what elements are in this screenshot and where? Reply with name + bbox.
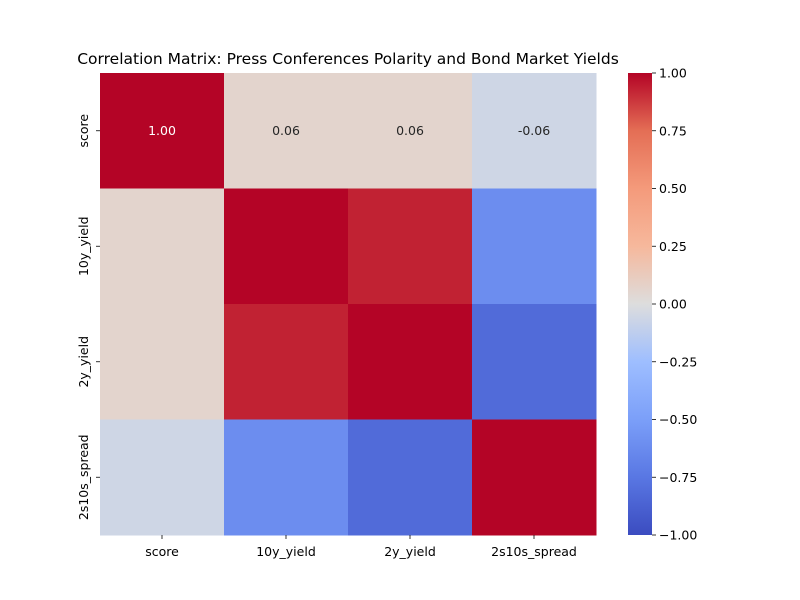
colorbar <box>628 73 652 535</box>
x-tick-label: 10y_yield <box>256 544 316 559</box>
heatmap-cell <box>348 188 473 305</box>
x-tick-label: score <box>145 544 179 559</box>
cell-annotation: 1.00 <box>148 123 176 138</box>
x-axis-ticks: score 10y_yield 2y_yield 2s10s_spread <box>145 535 577 559</box>
heatmap-cell <box>224 188 349 305</box>
colorbar-tick-label: 0.25 <box>659 239 687 254</box>
heatmap-cell <box>472 188 597 305</box>
colorbar-gradient <box>628 73 652 535</box>
y-tick-label: score <box>76 114 91 148</box>
cell-annotation: -0.06 <box>518 123 550 138</box>
x-tick-label: 2s10s_spread <box>491 544 577 559</box>
heatmap-cell <box>472 419 597 536</box>
heatmap-cell <box>224 419 349 536</box>
heatmap-cell <box>224 304 349 420</box>
heatmap-cell <box>100 73 225 189</box>
chart-title: Correlation Matrix: Press Conferences Po… <box>77 50 619 68</box>
y-tick-label: 10y_yield <box>76 216 91 276</box>
heatmap-cell <box>348 304 473 420</box>
heatmap-cell <box>224 73 349 189</box>
colorbar-tick-label: 0.00 <box>659 297 687 312</box>
colorbar-tick-label: −1.00 <box>659 528 697 543</box>
colorbar-tick-label: 0.50 <box>659 181 687 196</box>
heatmap-cell <box>100 419 225 536</box>
colorbar-ticks: 1.00 0.75 0.50 0.25 0.00 −0.25 −0.50 −0.75 −1.00 <box>652 66 697 543</box>
y-tick-label: 2y_yield <box>76 336 91 388</box>
colorbar-tick-label: −0.75 <box>659 470 697 485</box>
heatmap-cells <box>100 73 597 536</box>
y-tick-label: 2s10s_spread <box>76 434 91 520</box>
heatmap-cell <box>100 304 225 420</box>
colorbar-tick-label: −0.50 <box>659 412 697 427</box>
heatmap-cell <box>100 188 225 305</box>
heatmap-cell <box>348 73 473 189</box>
colorbar-tick-label: 1.00 <box>659 66 687 81</box>
colorbar-tick-label: −0.25 <box>659 354 697 369</box>
heatmap-cell <box>348 419 473 536</box>
heatmap-cell <box>472 304 597 420</box>
colorbar-tick-label: 0.75 <box>659 123 687 138</box>
heatmap-cell <box>472 73 597 189</box>
cell-annotations: 1.00 0.06 0.06 -0.06 <box>148 123 550 138</box>
cell-annotation: 0.06 <box>396 123 424 138</box>
cell-annotation: 0.06 <box>272 123 300 138</box>
y-axis-ticks: score 10y_yield 2y_yield 2s10s_spread <box>76 114 100 520</box>
x-tick-label: 2y_yield <box>384 544 436 559</box>
